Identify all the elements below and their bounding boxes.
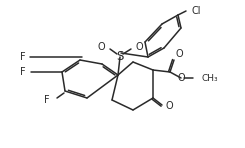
Text: O: O [166,101,174,111]
Text: F: F [20,67,26,77]
Text: S: S [116,49,124,62]
Text: O: O [136,42,144,52]
Text: CH₃: CH₃ [201,74,218,82]
Text: F: F [20,52,26,62]
Text: F: F [44,95,50,105]
Text: O: O [177,73,185,83]
Text: Cl: Cl [191,6,200,16]
Text: O: O [176,49,184,59]
Text: O: O [97,42,105,52]
